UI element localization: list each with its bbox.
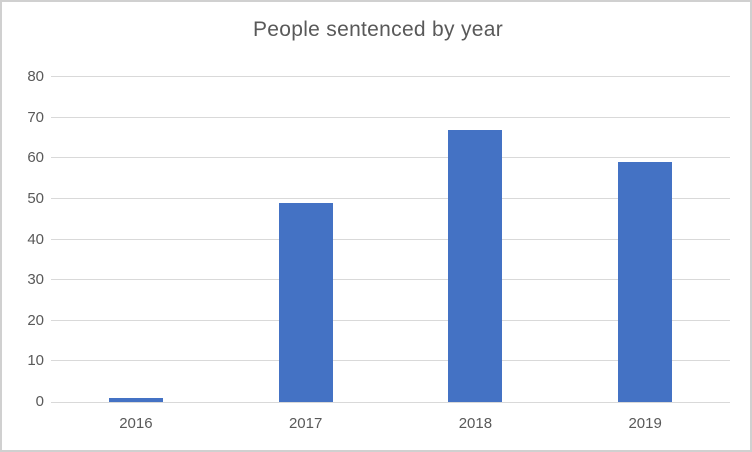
bar-2017 [278,202,333,402]
chart-title: People sentenced by year [252,18,504,41]
bar-2016 [108,397,163,402]
bar-2019 [618,162,673,402]
x-axis-tick-label-2019: 2019 [628,415,662,432]
y-axis-tick-label-0: 0 [35,393,44,410]
gridline-40 [51,238,730,240]
gridline-0 [51,402,730,403]
gridline-10 [51,360,730,362]
y-axis-tick-label-80: 80 [27,68,44,85]
y-axis-tick-label-10: 10 [27,352,44,370]
y-axis-tick-label-60: 60 [27,149,44,167]
gridline-20 [51,319,730,321]
plot-area [51,76,730,403]
gridline-50 [51,197,730,199]
gridline-80 [51,76,730,77]
y-axis-tick-label-70: 70 [27,108,44,126]
y-axis-tick-label-20: 20 [27,311,44,329]
gridline-60 [51,157,730,159]
y-axis-tick-label-50: 50 [27,189,44,207]
gridline-70 [51,116,730,118]
x-axis-tick-label-2017: 2017 [288,415,323,432]
y-axis-tick-label-40: 40 [27,230,44,248]
x-axis-tick-label-2018: 2018 [458,415,493,432]
x-axis-tick-label-2016: 2016 [119,415,153,432]
y-axis-tick-label-30: 30 [27,271,44,289]
bar-2018 [448,129,503,402]
gridline-30 [51,279,730,281]
